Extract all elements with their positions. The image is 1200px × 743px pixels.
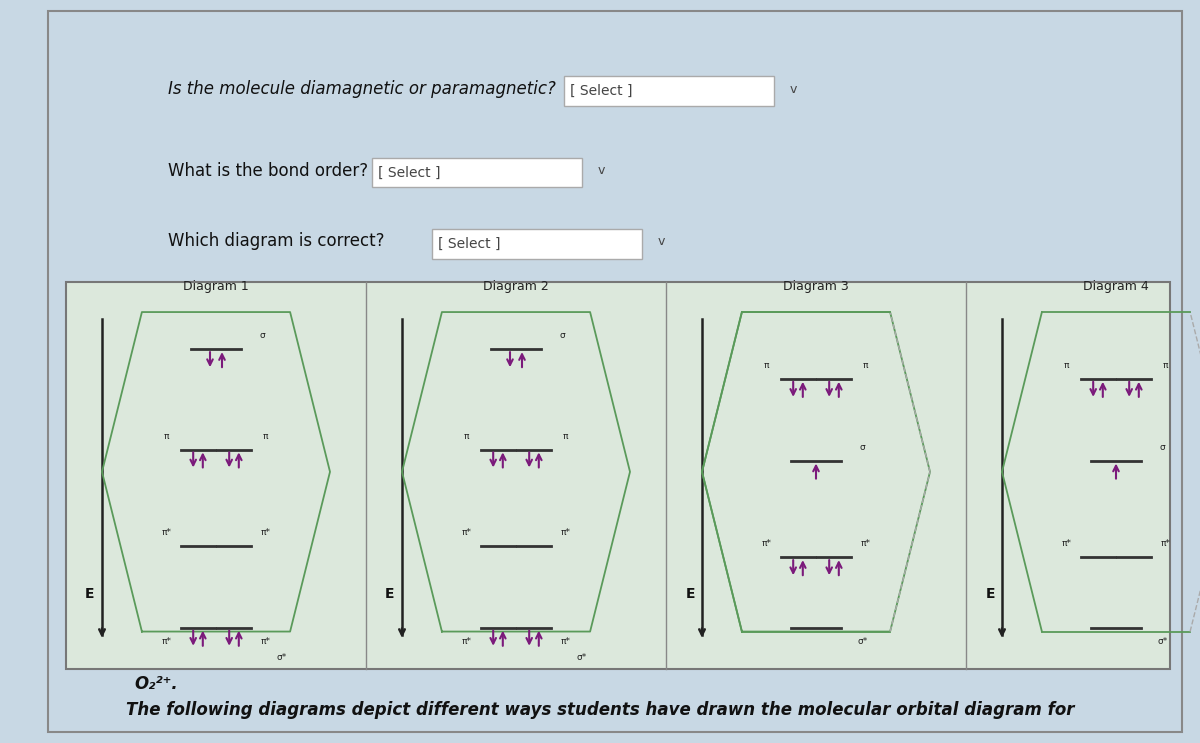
Text: σ*: σ* <box>858 637 868 646</box>
Text: π*: π* <box>260 637 270 646</box>
Text: Diagram 2: Diagram 2 <box>484 279 548 293</box>
Text: σ: σ <box>860 443 865 452</box>
Text: π*: π* <box>462 528 472 537</box>
Text: π: π <box>164 432 169 441</box>
Text: [ Select ]: [ Select ] <box>438 237 500 250</box>
Text: What is the bond order?: What is the bond order? <box>168 162 368 180</box>
Text: σ: σ <box>1160 443 1165 452</box>
Text: π*: π* <box>162 528 172 537</box>
Text: π*: π* <box>1160 539 1170 548</box>
Text: E: E <box>385 588 395 601</box>
Text: π*: π* <box>462 637 472 646</box>
Text: Is the molecule diamagnetic or paramagnetic?: Is the molecule diamagnetic or paramagne… <box>168 80 556 98</box>
Text: π: π <box>263 432 268 441</box>
Bar <box>432 229 642 259</box>
Text: E: E <box>85 588 95 601</box>
Text: σ: σ <box>560 331 565 340</box>
Text: The following diagrams depict different ways students have drawn the molecular o: The following diagrams depict different … <box>126 701 1074 718</box>
Text: Diagram 4: Diagram 4 <box>1084 279 1148 293</box>
Text: Which diagram is correct?: Which diagram is correct? <box>168 233 384 250</box>
Text: π*: π* <box>1062 539 1072 548</box>
Text: π*: π* <box>260 528 270 537</box>
Text: π: π <box>1163 361 1168 370</box>
Text: E: E <box>985 588 995 601</box>
Text: Diagram 3: Diagram 3 <box>784 279 848 293</box>
Text: σ*: σ* <box>277 653 287 662</box>
Text: σ*: σ* <box>577 653 587 662</box>
Text: σ*: σ* <box>1158 637 1168 646</box>
Bar <box>66 282 1170 669</box>
Text: v: v <box>658 235 665 248</box>
Text: π*: π* <box>560 528 570 537</box>
Text: v: v <box>790 82 797 96</box>
Bar <box>372 158 582 187</box>
Text: π: π <box>764 361 769 370</box>
Text: O₂²⁺.: O₂²⁺. <box>134 675 178 692</box>
Text: π*: π* <box>560 637 570 646</box>
Text: Diagram 1: Diagram 1 <box>184 279 248 293</box>
Text: v: v <box>598 164 605 178</box>
Text: π: π <box>563 432 568 441</box>
Text: [ Select ]: [ Select ] <box>570 84 632 97</box>
Text: [ Select ]: [ Select ] <box>378 166 440 179</box>
Text: π: π <box>464 432 469 441</box>
Bar <box>564 76 774 106</box>
Text: σ: σ <box>260 331 265 340</box>
Text: π*: π* <box>762 539 772 548</box>
Text: π: π <box>863 361 868 370</box>
Text: π*: π* <box>860 539 870 548</box>
Text: E: E <box>685 588 695 601</box>
Text: π: π <box>1064 361 1069 370</box>
Text: π*: π* <box>162 637 172 646</box>
